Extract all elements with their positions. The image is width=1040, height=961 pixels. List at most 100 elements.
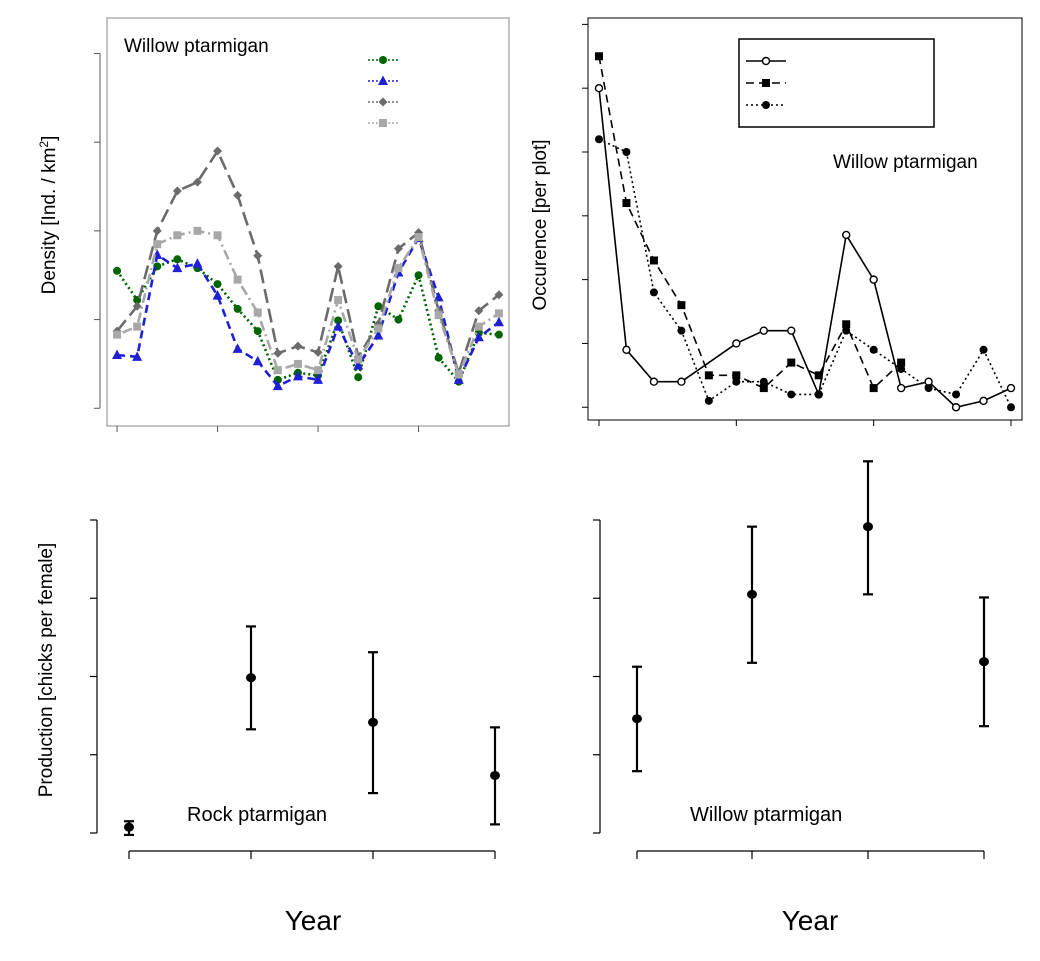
occurrence-point-ifordfjellet <box>649 256 658 265</box>
density-point-west <box>132 301 142 311</box>
production-point <box>863 522 873 532</box>
occurrence-point-komagdalen <box>787 326 796 335</box>
willow-x-axis <box>636 850 985 859</box>
occurrence-point-ifordfjellet <box>759 384 768 393</box>
density-point-interior <box>292 370 303 381</box>
density-point-finnmark <box>474 322 483 331</box>
legend-marker <box>378 75 388 85</box>
density-point-east <box>414 271 423 280</box>
occurrence-point-komagdalen <box>677 377 686 386</box>
willow-ptarmigan-production-chart: Willow ptarmigan Year <box>593 460 989 936</box>
occurrence-point-vestre-jakobselv <box>787 390 796 399</box>
occurrence-series <box>594 52 1016 412</box>
density-point-interior <box>313 374 324 384</box>
density-point-finnmark <box>494 309 503 318</box>
density-point-interior <box>112 349 123 360</box>
density-point-finnmark <box>233 275 242 284</box>
occurrence-point-vestre-jakobselv <box>759 377 768 386</box>
density-point-finnmark <box>394 264 403 273</box>
density-point-west <box>192 177 202 187</box>
occurrence-point-vestre-jakobselv <box>649 288 658 297</box>
density-series-finnmark <box>113 226 503 379</box>
occurrence-point-vestre-jakobselv <box>677 326 686 335</box>
density-point-finnmark <box>253 308 262 317</box>
occurrence-point-komagdalen <box>896 383 906 393</box>
density-point-interior <box>473 331 484 342</box>
density-point-finnmark <box>434 311 443 320</box>
legend-box <box>738 38 935 128</box>
occurrence-point-komagdalen <box>951 403 961 412</box>
occurrence-point-komagdalen <box>869 275 878 284</box>
occurrence-point-vestre-jakobselv <box>924 384 933 393</box>
production-point <box>124 822 134 832</box>
occurrence-line-komagdalen <box>598 88 1012 409</box>
density-point-west <box>494 290 504 300</box>
occurrence-x-axis <box>598 420 1012 426</box>
density-point-west <box>273 348 283 358</box>
density-series <box>112 146 504 391</box>
occurrence-point-vestre-jakobselv <box>1007 403 1016 412</box>
density-point-east <box>213 280 222 289</box>
occurrence-point-komagdalen <box>649 377 659 386</box>
density-y-axis-label: Density [Ind. / km2] <box>37 136 60 295</box>
density-point-east <box>113 266 122 275</box>
density-point-interior <box>333 321 344 331</box>
density-line-west <box>116 148 500 378</box>
density-point-east <box>354 373 363 382</box>
rock-ptarmigan-label: Rock ptarmigan <box>187 804 327 826</box>
occurrence-point-ifordfjellet <box>704 371 713 380</box>
rock-error-bars <box>124 625 500 837</box>
density-point-east <box>494 330 503 339</box>
rock-x-axis-label: Year <box>285 905 342 936</box>
occurrence-point-ifordfjellet <box>814 371 823 380</box>
density-x-axis <box>116 426 420 432</box>
legend-marker <box>762 79 770 87</box>
production-point <box>632 714 642 724</box>
occurrence-line-ifordfjellet <box>598 56 902 390</box>
occurrence-y-axis <box>582 23 588 408</box>
density-point-west <box>172 186 182 196</box>
density-point-interior <box>252 355 263 366</box>
occurrence-point-vestre-jakobselv <box>814 390 823 399</box>
rock-y-axis <box>90 519 98 834</box>
occurrence-point-ifordfjellet <box>677 301 686 310</box>
density-point-interior <box>232 343 243 353</box>
density-chart-title: Willow ptarmigan <box>124 36 269 57</box>
density-point-interior <box>373 330 384 340</box>
density-point-interior <box>493 316 504 327</box>
production-point <box>246 673 256 683</box>
occurrence-point-ifordfjellet <box>869 384 878 393</box>
density-point-interior <box>132 351 143 361</box>
density-y-axis <box>94 52 101 409</box>
density-point-interior <box>433 291 444 302</box>
density-point-finnmark <box>354 355 363 364</box>
density-point-finnmark <box>273 366 282 375</box>
rock-ptarmigan-production-chart: Production [chicks per female] Rock ptar… <box>36 519 500 936</box>
production-y-axis-label: Production [chicks per female] <box>36 543 57 798</box>
production-point <box>490 770 500 780</box>
density-point-finnmark <box>193 226 202 235</box>
occurrence-point-vestre-jakobselv <box>842 326 851 335</box>
density-point-finnmark <box>213 231 222 240</box>
density-chart: Willow ptarmigan Density [Ind. / km2] <box>37 17 510 432</box>
density-point-east <box>173 255 182 264</box>
occurrence-point-komagdalen <box>1006 383 1016 393</box>
production-point <box>979 657 989 667</box>
density-point-interior <box>212 290 223 300</box>
willow-error-bars <box>632 460 989 773</box>
production-point <box>368 717 378 727</box>
occurrence-line-vestre-jakobselv <box>598 138 1012 408</box>
density-point-west <box>393 244 403 254</box>
density-point-east <box>253 327 262 336</box>
density-point-west <box>233 190 243 200</box>
occurrence-point-komagdalen <box>842 230 851 240</box>
occurrence-point-ifordfjellet <box>594 52 603 61</box>
density-point-finnmark <box>133 322 142 331</box>
legend-marker <box>762 101 770 109</box>
density-point-west <box>152 226 162 236</box>
density-point-finnmark <box>314 366 323 375</box>
density-point-interior <box>192 258 203 268</box>
willow-y-axis <box>593 519 601 834</box>
occurrence-point-vestre-jakobselv <box>952 390 961 399</box>
